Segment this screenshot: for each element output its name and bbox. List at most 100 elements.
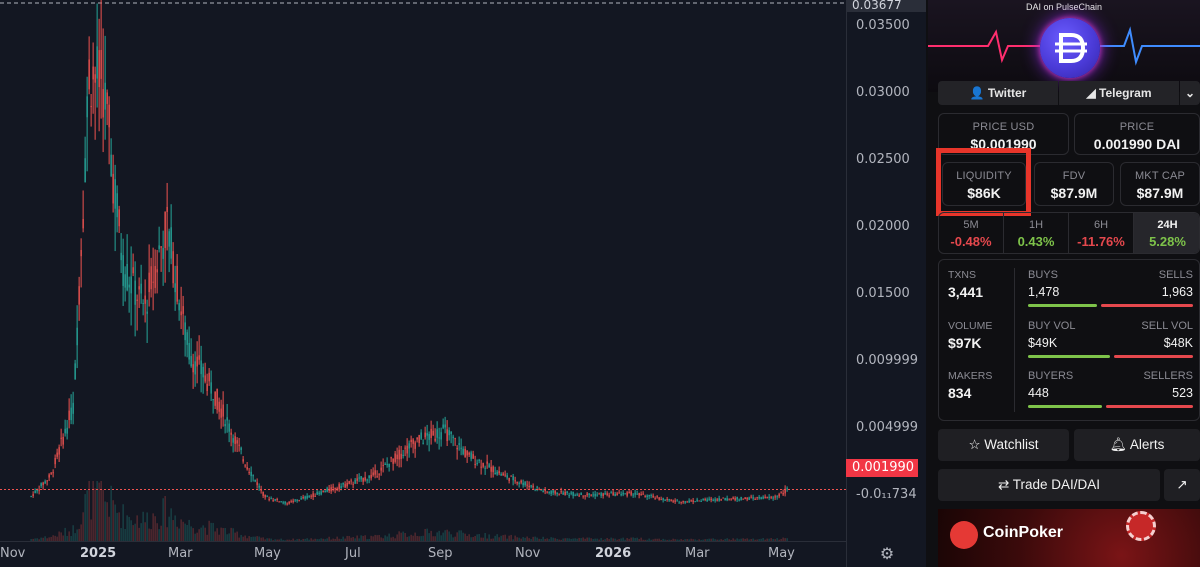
candlestick-chart[interactable] (0, 0, 846, 541)
sells-label: SELLS (1158, 269, 1193, 281)
volume-bar (230, 527, 232, 541)
candle-body (162, 248, 164, 259)
candle-body (200, 360, 202, 375)
volume-bar (82, 512, 84, 541)
candle-body (266, 495, 268, 497)
volume-bar (626, 538, 628, 541)
alerts-button[interactable]: 🔔︎ Alerts (1074, 429, 1200, 461)
watchlist-button[interactable]: ☆ Watchlist (938, 429, 1069, 461)
chevron-down-icon[interactable]: ⌄ (1180, 81, 1200, 105)
volume-bar (750, 539, 752, 541)
volume-bar (734, 539, 736, 541)
candle-body (364, 477, 366, 481)
volume-bar (402, 531, 404, 541)
volume-bar (532, 536, 534, 541)
sell-vol-value: $48K (1163, 336, 1193, 350)
bell-icon: 🔔︎ (1109, 437, 1130, 452)
volume-bar (268, 538, 270, 541)
alerts-label: Alerts (1129, 437, 1165, 452)
volume-bar (128, 516, 130, 541)
candle-body (260, 489, 262, 491)
candle-body (498, 471, 500, 474)
volume-bar (460, 530, 462, 541)
volume-bar (156, 523, 158, 541)
external-link-icon[interactable]: ↗ (1164, 469, 1200, 501)
volume-bar (190, 526, 192, 541)
volume-bar (334, 538, 336, 541)
candle-body (618, 492, 620, 494)
chart-settings-icon[interactable]: ⚙ (879, 546, 895, 563)
volume-bar (408, 536, 410, 541)
volume-bar (192, 528, 194, 541)
candle-body (474, 463, 476, 465)
volume-bar (254, 536, 256, 541)
volume-bar (344, 538, 346, 541)
candle-body (674, 500, 676, 502)
telegram-button[interactable]: ◢ Telegram (1059, 81, 1179, 105)
candle-body (708, 498, 710, 500)
volume-bar (368, 538, 370, 541)
candle-body (234, 436, 236, 444)
volume-bar (654, 538, 656, 541)
ad-banner[interactable]: CoinPoker (938, 509, 1200, 567)
tab-label: 24H (1157, 219, 1178, 231)
volume-bar (64, 527, 66, 541)
tab-6h[interactable]: 6H -11.76% (1069, 213, 1134, 253)
buys-value: 1,478 (1028, 285, 1060, 299)
candle-body (344, 484, 346, 488)
volume-bar (708, 538, 710, 541)
transactions-box: TXNS 3,441 BUYS SELLS 1,478 1,963 VOLUME $… (938, 259, 1200, 421)
candle-body (168, 231, 170, 247)
candle-body (262, 491, 264, 496)
volume-bar (62, 535, 64, 541)
candle-body (330, 487, 332, 492)
volume-bar (702, 539, 704, 541)
twitter-button[interactable]: 👤 Twitter (938, 81, 1058, 105)
tab-1h[interactable]: 1H 0.43% (1004, 213, 1069, 253)
candle-body (660, 499, 662, 501)
volume-bar (608, 539, 610, 541)
trade-button[interactable]: ⇄ Trade DAI/DAI (938, 469, 1160, 501)
volume-bar (352, 537, 354, 541)
candle-body (512, 476, 514, 481)
volume-bar (660, 539, 662, 541)
volume-bar (434, 536, 436, 541)
candle-body (700, 500, 702, 502)
candle-body (730, 498, 732, 500)
candle-body (502, 473, 504, 476)
price-tick: 0.02500 (856, 152, 910, 167)
volume-bar (208, 520, 210, 541)
volume-bar (184, 523, 186, 541)
volume-bar (618, 539, 620, 541)
tab-5m[interactable]: 5M -0.48% (939, 213, 1004, 253)
volume-bar (444, 530, 446, 541)
volume-bar (108, 516, 110, 541)
volume-bar (706, 539, 708, 541)
candle-body (664, 499, 666, 501)
volume-bar (456, 532, 458, 541)
candle-body (746, 498, 748, 500)
candle-body (144, 295, 146, 304)
candle-body (388, 463, 390, 468)
volume-bar (622, 537, 624, 541)
telegram-label: Telegram (1099, 86, 1152, 100)
candle-body (682, 501, 684, 503)
change-value: 0.43% (1017, 234, 1055, 249)
tab-24h[interactable]: 24H 5.28% (1134, 213, 1199, 253)
price-chart[interactable]: 0.03677 0.03500 0.03000 0.02500 0.02000 … (0, 0, 926, 567)
candle-body (510, 475, 512, 477)
candle-body (542, 490, 544, 492)
candle-body (602, 493, 604, 496)
volume-bar (778, 539, 780, 541)
candle-body (504, 474, 506, 476)
candle-body (208, 372, 210, 382)
candle-body (316, 491, 318, 495)
candle-body (720, 499, 722, 501)
candle-body (742, 498, 744, 500)
volume-bar (542, 536, 544, 541)
candle-body (526, 484, 528, 486)
volume-bar (80, 524, 82, 541)
volume-bar (346, 535, 348, 541)
volume-bar (370, 535, 372, 541)
volume-bar (624, 539, 626, 541)
